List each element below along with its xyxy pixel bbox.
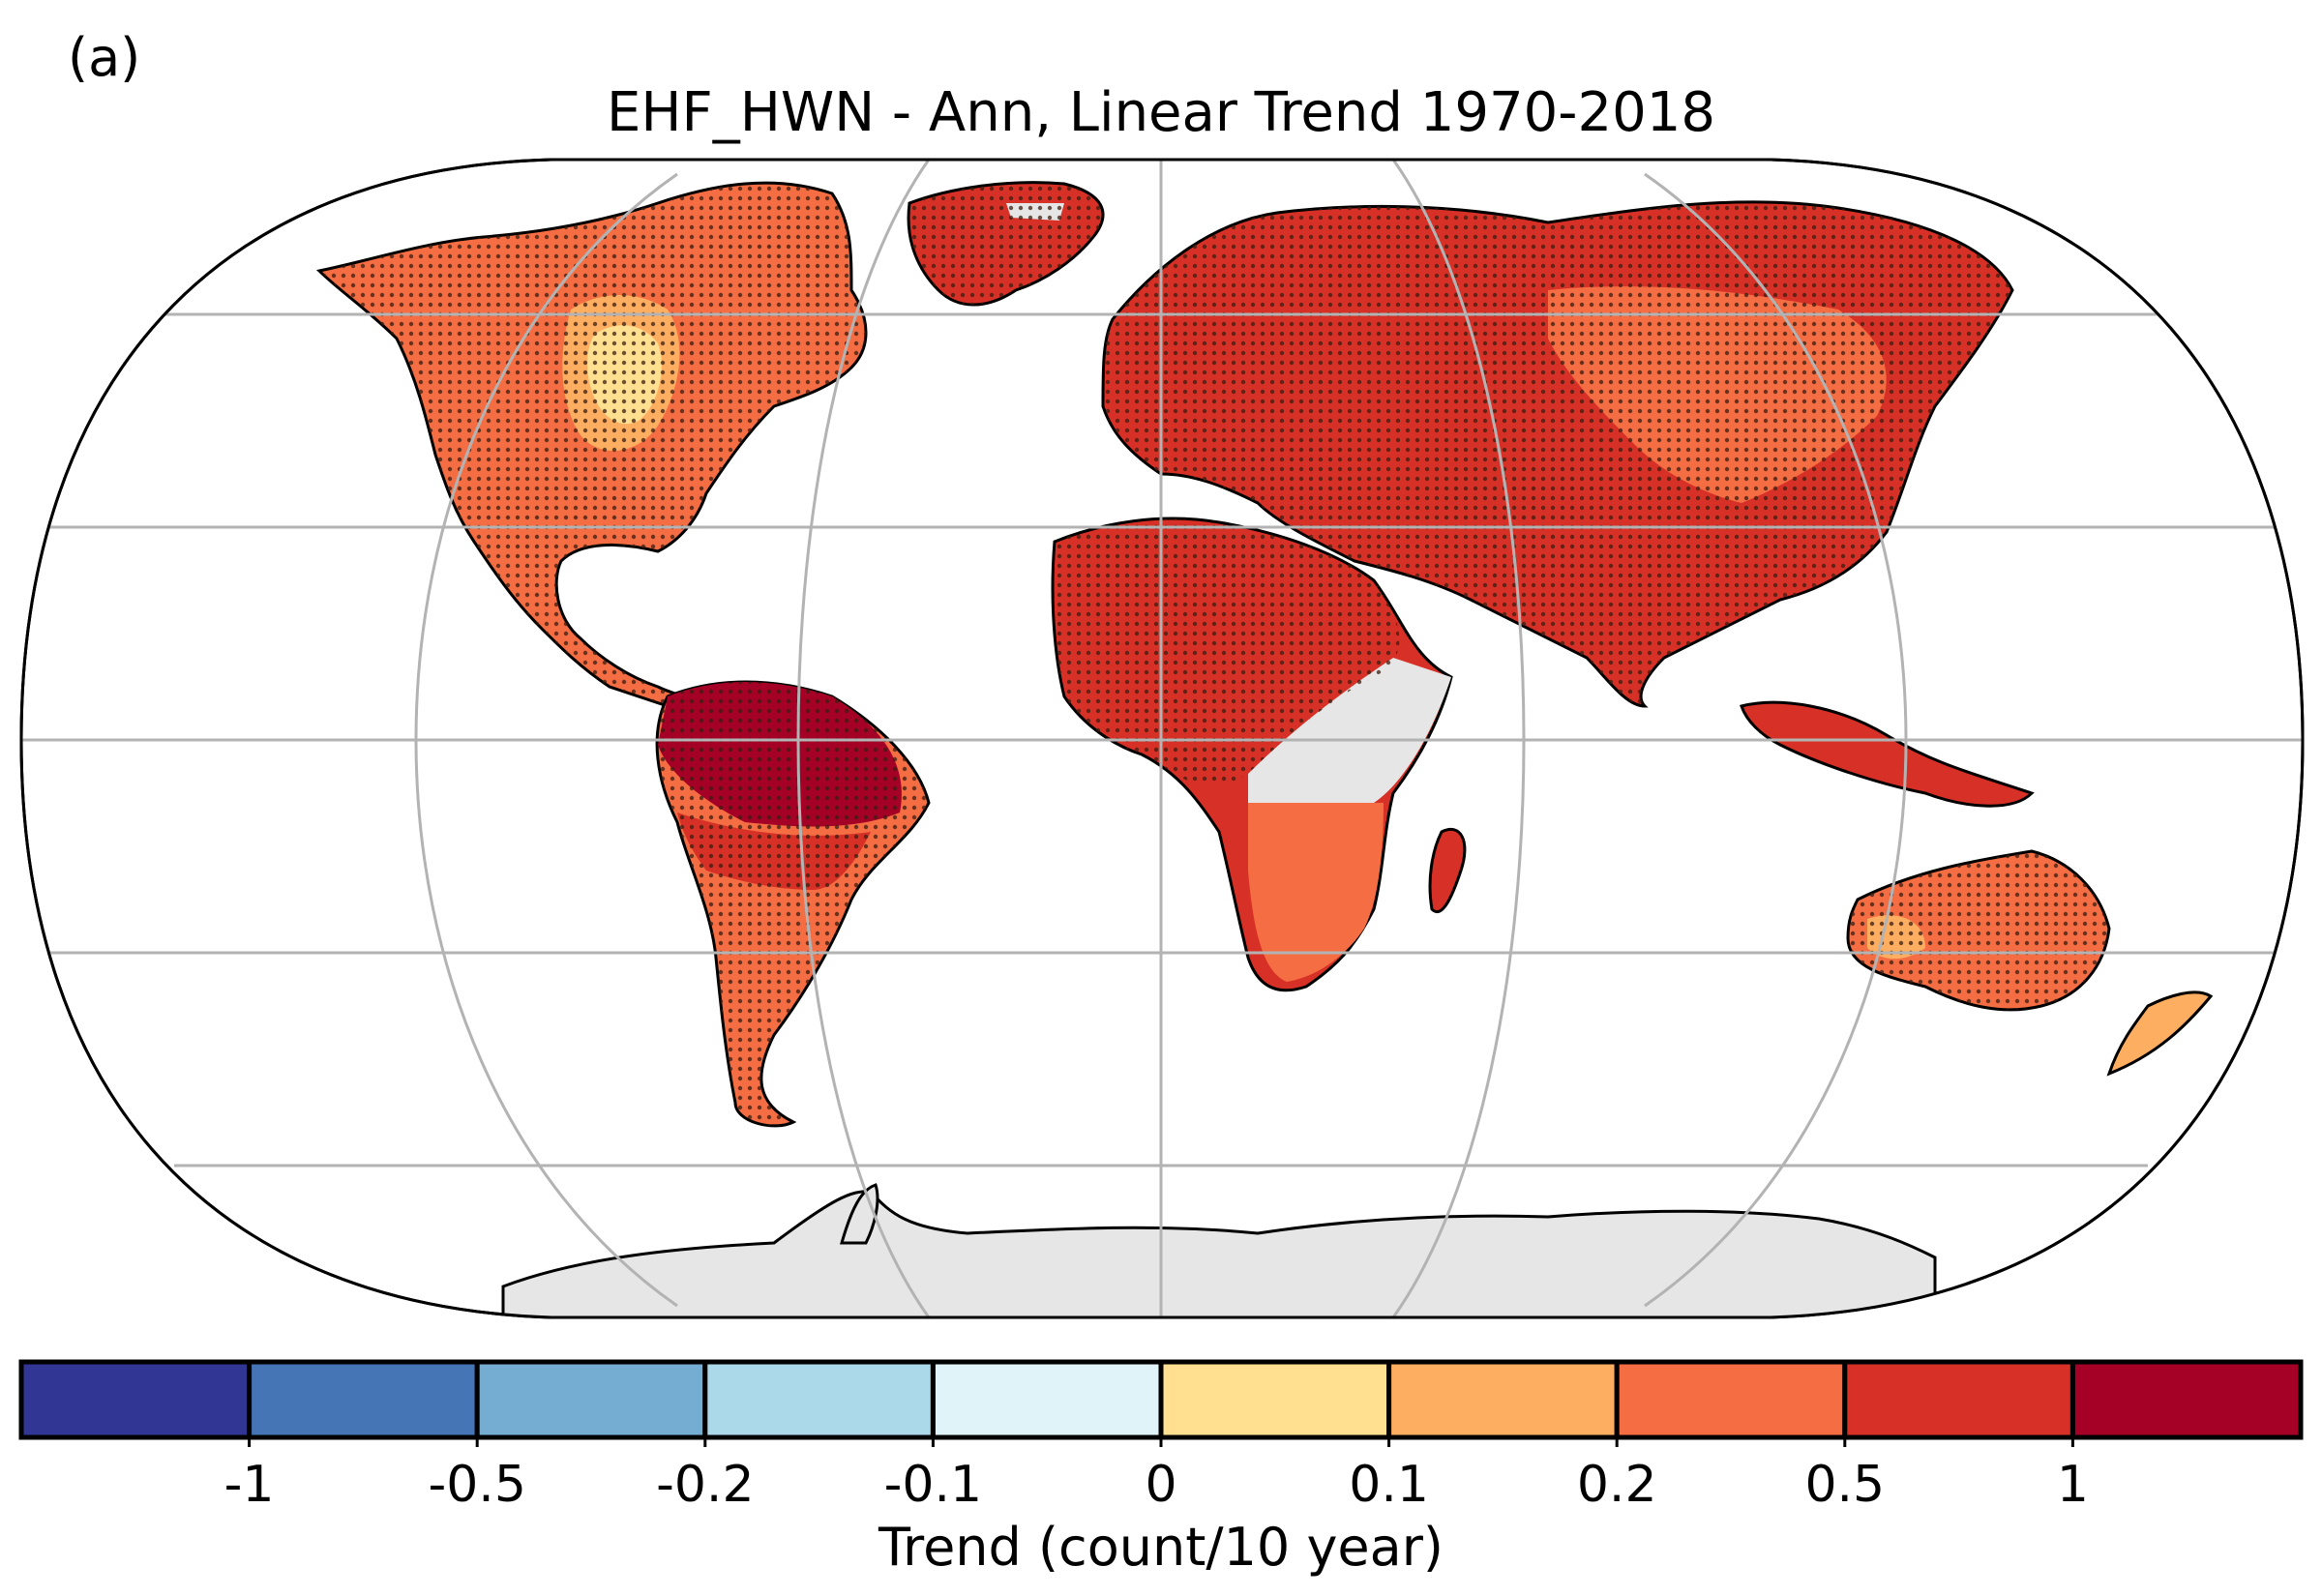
- colorbar-tick-labels: -1 -0.5 -0.2 -0.1 0 0.1 0.2 0.5 1: [224, 1437, 2089, 1514]
- colorbar-tick-label: -0.2: [656, 1456, 754, 1514]
- colorbar-tick-label: 0.5: [1804, 1456, 1885, 1514]
- colorbar-segment: [1386, 1359, 1620, 1440]
- maritime-southeast-asia: [1740, 700, 2035, 808]
- graticule: [21, 160, 2303, 1317]
- colorbar-segment: [18, 1359, 253, 1440]
- colorbar-tick-label: -0.1: [884, 1456, 982, 1514]
- map-title: EHF_HWN - Ann, Linear Trend 1970-2018: [607, 81, 1715, 144]
- panel-label: (a): [68, 27, 141, 88]
- north-america-dots: [319, 183, 866, 717]
- colorbar-tick-label: -1: [224, 1456, 275, 1514]
- colorbar-segment: [1614, 1359, 1848, 1440]
- colorbar-label: Trend (count/10 year): [878, 1517, 1444, 1578]
- colorbar-segment: [1842, 1359, 2075, 1440]
- colorbar: [18, 1359, 2304, 1440]
- colorbar-segment: [247, 1359, 480, 1440]
- colorbar-segment: [930, 1359, 1164, 1440]
- colorbar-tick-label: 1: [2057, 1456, 2089, 1514]
- madagascar: [1428, 828, 1467, 913]
- colorbar-segment: [1158, 1359, 1392, 1440]
- eurasia-dots: [1103, 201, 2012, 706]
- africa-no-data-band: [1248, 658, 1451, 803]
- colorbar-tick-label: -0.5: [428, 1456, 525, 1514]
- colorbar-tick-label: 0: [1145, 1456, 1176, 1514]
- australia-dots: [1848, 851, 2109, 1010]
- africa-dots: [1053, 518, 1400, 786]
- colorbar-segment: [702, 1359, 936, 1440]
- new-zealand: [2106, 990, 2214, 1077]
- south-america-dots: [657, 682, 929, 1126]
- greenland-dots: [908, 182, 1103, 305]
- colorbar-tick-label: 0.2: [1577, 1456, 1657, 1514]
- colorbar-segment: [2069, 1359, 2304, 1440]
- colorbar-segment: [474, 1359, 708, 1440]
- south-africa-zone: [1248, 803, 1384, 982]
- colorbar-tick-label: 0.1: [1349, 1456, 1429, 1514]
